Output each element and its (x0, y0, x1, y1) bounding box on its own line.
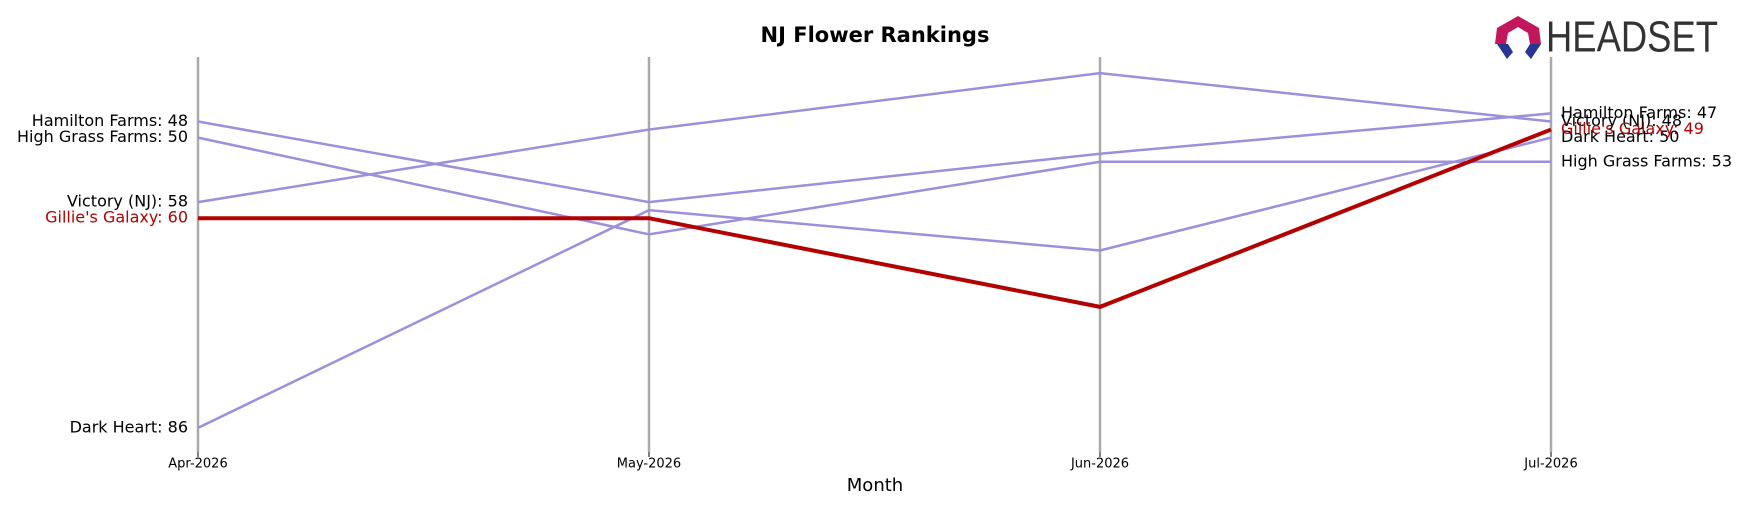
x-tick-label: Jul-2026 (1523, 457, 1577, 472)
end-label: Dark Heart: 50 (1561, 127, 1679, 146)
start-label: Victory (NJ): 58 (67, 192, 188, 211)
x-tick-label: Jun-2026 (1070, 457, 1129, 472)
end-label: Gillie's Galaxy: 49 (1561, 119, 1704, 138)
start-label: Hamilton Farms: 48 (32, 111, 188, 130)
start-label: High Grass Farms: 50 (17, 127, 188, 146)
logo-text: HEADSET (1546, 13, 1718, 62)
series-line (197, 136, 1552, 429)
series-line (197, 71, 1552, 204)
series-line (197, 112, 1552, 204)
series-line (198, 127, 1552, 309)
start-label: Gillie's Galaxy: 60 (45, 208, 188, 227)
x-tick-label: May-2026 (617, 457, 681, 472)
end-label: Victory (NJ): 48 (1561, 111, 1682, 130)
x-axis-label: Month (847, 475, 903, 496)
chart-title: NJ Flower Rankings (761, 23, 990, 47)
series-line (197, 136, 1551, 236)
end-label: High Grass Farms: 53 (1561, 151, 1732, 170)
logo-mark (1525, 44, 1541, 59)
x-tick-label: Apr-2026 (168, 457, 227, 472)
logo-mark (1497, 44, 1513, 59)
end-label: Hamilton Farms: 47 (1561, 103, 1717, 122)
logo-mark (1495, 16, 1541, 44)
start-label: Dark Heart: 86 (70, 417, 188, 436)
logo: HEADSET (1495, 13, 1718, 62)
